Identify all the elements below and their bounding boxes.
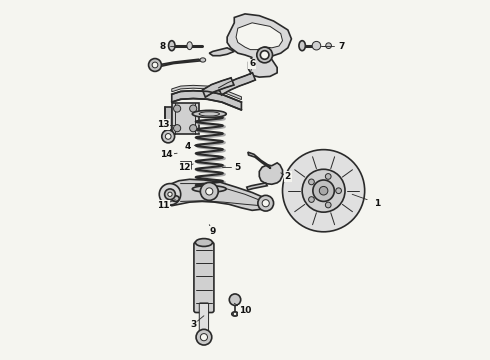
Polygon shape [209, 48, 234, 56]
Ellipse shape [200, 58, 206, 62]
Circle shape [190, 105, 197, 112]
Polygon shape [219, 73, 255, 95]
Text: 13: 13 [157, 120, 169, 129]
Text: 10: 10 [239, 306, 251, 315]
Polygon shape [172, 85, 242, 100]
Polygon shape [202, 78, 234, 97]
Circle shape [233, 312, 237, 316]
Polygon shape [259, 163, 283, 184]
Text: 8: 8 [160, 41, 166, 50]
Polygon shape [167, 179, 268, 210]
Circle shape [206, 188, 213, 195]
Ellipse shape [192, 111, 226, 117]
Circle shape [260, 51, 269, 59]
Circle shape [200, 334, 207, 341]
Text: 2: 2 [285, 172, 291, 181]
Text: 3: 3 [190, 320, 196, 329]
Ellipse shape [196, 239, 213, 247]
Ellipse shape [172, 196, 179, 202]
Circle shape [325, 202, 331, 208]
Polygon shape [236, 23, 283, 50]
Circle shape [325, 174, 331, 179]
Circle shape [196, 329, 212, 345]
Circle shape [159, 184, 181, 205]
Polygon shape [172, 91, 242, 110]
Text: 12: 12 [178, 163, 191, 172]
Ellipse shape [299, 41, 305, 51]
Circle shape [313, 180, 334, 202]
Circle shape [257, 47, 272, 63]
Circle shape [309, 197, 314, 202]
Text: 6: 6 [249, 59, 255, 68]
Circle shape [309, 179, 314, 185]
FancyBboxPatch shape [199, 303, 209, 336]
Text: 11: 11 [157, 201, 169, 210]
Circle shape [319, 186, 328, 195]
Circle shape [336, 188, 342, 194]
Ellipse shape [187, 42, 192, 50]
Circle shape [173, 125, 181, 132]
Circle shape [302, 169, 345, 212]
Circle shape [229, 294, 241, 305]
Polygon shape [227, 14, 292, 77]
Ellipse shape [232, 312, 238, 316]
Circle shape [148, 59, 161, 71]
Polygon shape [247, 183, 267, 190]
Text: 1: 1 [374, 199, 380, 208]
FancyBboxPatch shape [194, 242, 214, 312]
Ellipse shape [169, 41, 175, 51]
Polygon shape [165, 107, 172, 130]
Circle shape [312, 41, 321, 50]
Circle shape [258, 195, 273, 211]
Circle shape [190, 125, 197, 132]
Polygon shape [154, 59, 202, 68]
Circle shape [173, 105, 181, 112]
Circle shape [165, 134, 171, 139]
Circle shape [262, 200, 270, 207]
Text: 7: 7 [338, 41, 344, 50]
Circle shape [165, 189, 175, 200]
Circle shape [152, 62, 158, 68]
Circle shape [168, 192, 172, 197]
Polygon shape [172, 103, 198, 134]
Circle shape [326, 43, 331, 49]
Text: 4: 4 [185, 141, 191, 150]
Circle shape [283, 150, 365, 232]
Ellipse shape [192, 186, 226, 192]
Text: 5: 5 [235, 163, 241, 172]
Text: 14: 14 [160, 150, 172, 159]
Circle shape [162, 130, 174, 143]
Text: 9: 9 [210, 227, 216, 236]
Circle shape [200, 183, 218, 201]
Polygon shape [248, 152, 270, 168]
